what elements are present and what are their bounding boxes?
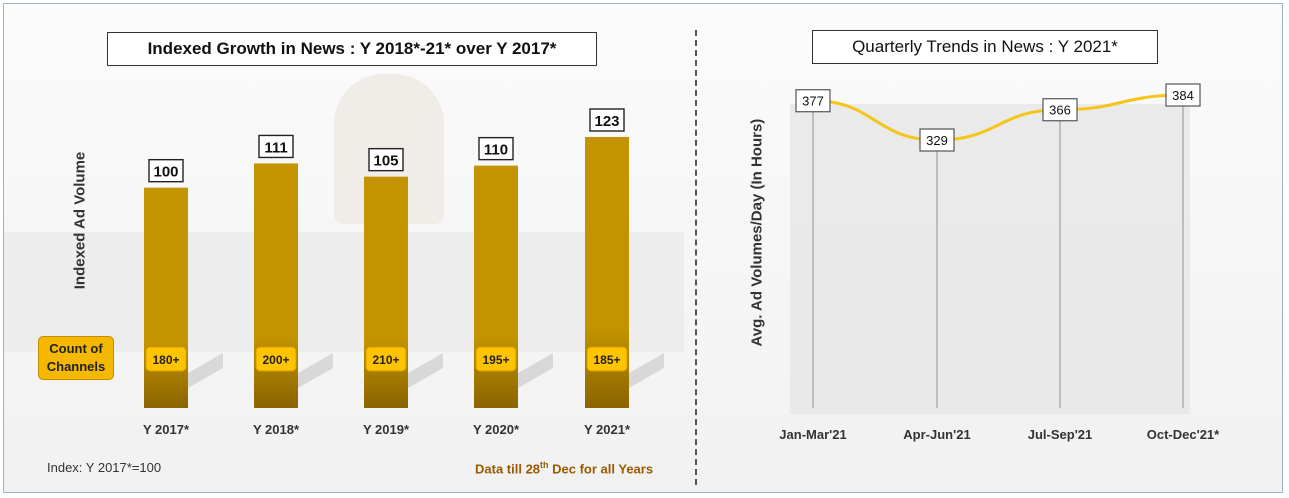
x-tick-label: Y 2021*	[584, 422, 631, 437]
x-tick-label: Jan-Mar'21	[779, 427, 846, 442]
channel-count-box	[255, 346, 297, 372]
channel-count-box	[475, 346, 517, 372]
bar-value-label-box	[368, 147, 404, 172]
x-tick-label: Oct-Dec'21*	[1147, 427, 1220, 442]
bar-shadow	[629, 353, 664, 388]
point-label: 377	[802, 94, 824, 109]
channel-count-box	[365, 346, 407, 372]
x-tick-label: Y 2020*	[473, 422, 520, 437]
bar	[364, 176, 408, 408]
panel-divider	[695, 30, 697, 485]
bar-value-label: 110	[484, 142, 508, 159]
footnote-suffix: Dec for all Years	[548, 461, 654, 477]
x-tick-label: Jul-Sep'21	[1028, 427, 1093, 442]
bar-value-label-box	[258, 134, 294, 159]
bar-value-label: 123	[594, 113, 619, 130]
x-tick-label: Y 2017*	[143, 422, 190, 437]
point-label: 366	[1049, 103, 1071, 118]
point-label: 384	[1172, 88, 1194, 103]
bar-value-label: 100	[153, 164, 178, 181]
trend-line	[812, 93, 1184, 142]
channel-count-label: 200+	[262, 353, 289, 367]
x-tick-label: Y 2019*	[363, 422, 410, 437]
background-panel-right	[790, 104, 1190, 414]
channel-count-box	[586, 346, 628, 372]
point-label-box	[1165, 83, 1201, 107]
channel-count-label: 210+	[372, 353, 399, 367]
data-period-footnote: Data till 28th Dec for all Years	[475, 460, 653, 476]
left-chart-title: Indexed Growth in News : Y 2018*-21* ove…	[107, 32, 597, 66]
point-label-box	[795, 89, 831, 113]
bar-value-label: 111	[264, 139, 287, 156]
x-tick-label: Y 2018*	[253, 422, 300, 437]
bar-value-label-box	[589, 108, 625, 132]
footnote-sup: th	[540, 460, 549, 470]
right-chart-title: Quarterly Trends in News : Y 2021*	[812, 30, 1158, 64]
background-desk	[4, 232, 684, 352]
point-label-box	[1042, 98, 1078, 122]
bar-shadow	[408, 353, 443, 388]
bar-shadow	[298, 353, 333, 388]
bar-shadow	[188, 353, 223, 388]
x-tick-label: Apr-Jun'21	[903, 427, 970, 442]
bar-value-label-box	[478, 136, 514, 161]
channel-count-label: 180+	[152, 353, 179, 367]
bar	[144, 187, 188, 408]
point-label: 329	[926, 133, 948, 148]
bar-shadow	[518, 353, 553, 388]
bar-value-label-box	[148, 158, 184, 183]
footnote-prefix: Data till 28	[475, 461, 541, 477]
chart-canvas	[3, 3, 1283, 493]
bar	[474, 165, 518, 408]
index-footnote: Index: Y 2017*=100	[47, 460, 162, 475]
channel-count-label: 195+	[482, 353, 509, 367]
point-label-box	[919, 128, 955, 152]
channel-count-box	[145, 346, 187, 372]
count-of-channels-label: Count of Channels	[38, 336, 114, 380]
channel-count-label: 185+	[593, 353, 620, 367]
bar-value-label: 105	[373, 153, 398, 170]
